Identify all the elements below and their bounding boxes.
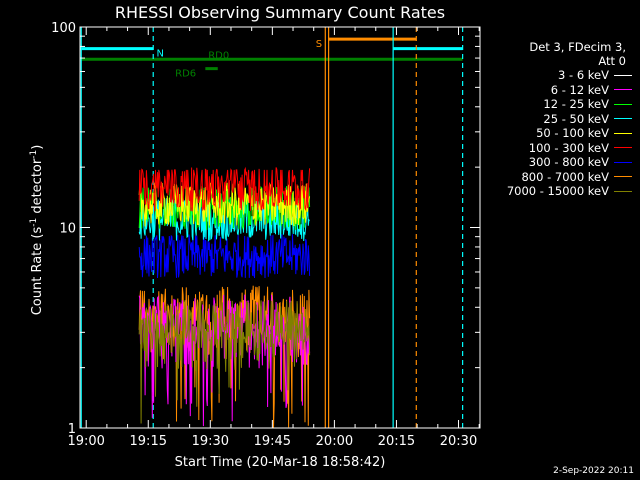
legend-swatch	[614, 147, 632, 149]
flag-label-n: N	[157, 49, 164, 60]
legend-swatch	[614, 161, 632, 163]
legend-label: 800 - 7000 keV	[521, 169, 609, 184]
legend-label: 100 - 300 keV	[528, 140, 609, 155]
legend-item: 300 - 800 keV	[476, 155, 634, 170]
x-tick-label: 20:30	[440, 434, 477, 449]
legend-item: 3 - 6 keV	[476, 68, 634, 83]
chart-title: RHESSI Observing Summary Count Rates	[115, 3, 445, 22]
legend-item: 50 - 100 keV	[476, 126, 634, 141]
x-tick-label: 19:00	[67, 434, 104, 449]
legend-rows: 3 - 6 keV 6 - 12 keV 12 - 25 keV 25 - 50 ke…	[476, 68, 634, 199]
timestamp: 2-Sep-2022 20:11	[553, 466, 634, 476]
legend-label: 300 - 800 keV	[528, 155, 609, 170]
legend-item: 800 - 7000 keV	[476, 170, 634, 185]
flags-layer: N S RD0 RD6	[80, 37, 463, 80]
x-tick-label: 19:45	[254, 434, 291, 449]
legend-label: 3 - 6 keV	[558, 68, 609, 83]
legend-label: 50 - 100 keV	[536, 126, 609, 141]
x-tick-label: 20:00	[316, 434, 353, 449]
flag-label-rd6: RD6	[175, 69, 196, 80]
y-label-mid: detector	[30, 158, 45, 218]
series-layer	[138, 166, 311, 428]
series-line	[138, 294, 311, 427]
legend-swatch	[614, 118, 632, 120]
flag-label-rd0: RD0	[208, 50, 229, 61]
x-tick-label: 20:15	[378, 434, 415, 449]
legend-swatch	[614, 103, 632, 105]
legend-label: 12 - 25 keV	[543, 97, 609, 112]
y-label-main: Count Rate (s	[30, 227, 45, 316]
flag-label-s: S	[316, 39, 322, 50]
series-line	[138, 234, 311, 279]
legend: Det 3, FDecim 3, Att 0 3 - 6 keV 6 - 12 k…	[476, 40, 634, 199]
x-axis-label: Start Time (20-Mar-18 18:58:42)	[175, 455, 386, 470]
legend-label: 25 - 50 keV	[543, 111, 609, 126]
legend-swatch	[614, 132, 632, 134]
legend-label: 7000 - 15000 keV	[506, 184, 609, 199]
legend-swatch	[614, 176, 632, 178]
legend-item: 6 - 12 keV	[476, 83, 634, 98]
legend-item: 100 - 300 keV	[476, 141, 634, 156]
y-label-sup2: -1	[29, 150, 39, 159]
legend-swatch	[614, 190, 632, 192]
series-line	[138, 299, 311, 424]
x-tick-label: 19:30	[192, 434, 229, 449]
series-line	[138, 166, 311, 212]
legend-label: 6 - 12 keV	[550, 82, 609, 97]
legend-item: 7000 - 15000 keV	[476, 184, 634, 199]
y-label-end: )	[30, 145, 45, 150]
y-tick-label: 10	[59, 222, 76, 237]
y-label-sup1: -1	[29, 218, 39, 227]
x-axis: 19:00 19:15 19:30 19:45 20:00 20:15 20:30	[67, 27, 480, 449]
x-tick-label: 19:15	[130, 434, 167, 449]
legend-swatch	[614, 89, 632, 91]
legend-header: Det 3, FDecim 3, Att 0	[529, 40, 626, 68]
legend-swatch	[614, 74, 632, 76]
y-tick-label: 100	[51, 21, 76, 36]
legend-item: 12 - 25 keV	[476, 97, 634, 112]
y-axis-label: Count Rate (s-1 detector-1)	[29, 145, 45, 316]
legend-item: 25 - 50 keV	[476, 112, 634, 127]
y-tick-label: 1	[68, 422, 76, 437]
y-axis: 1 10 100	[51, 21, 480, 437]
